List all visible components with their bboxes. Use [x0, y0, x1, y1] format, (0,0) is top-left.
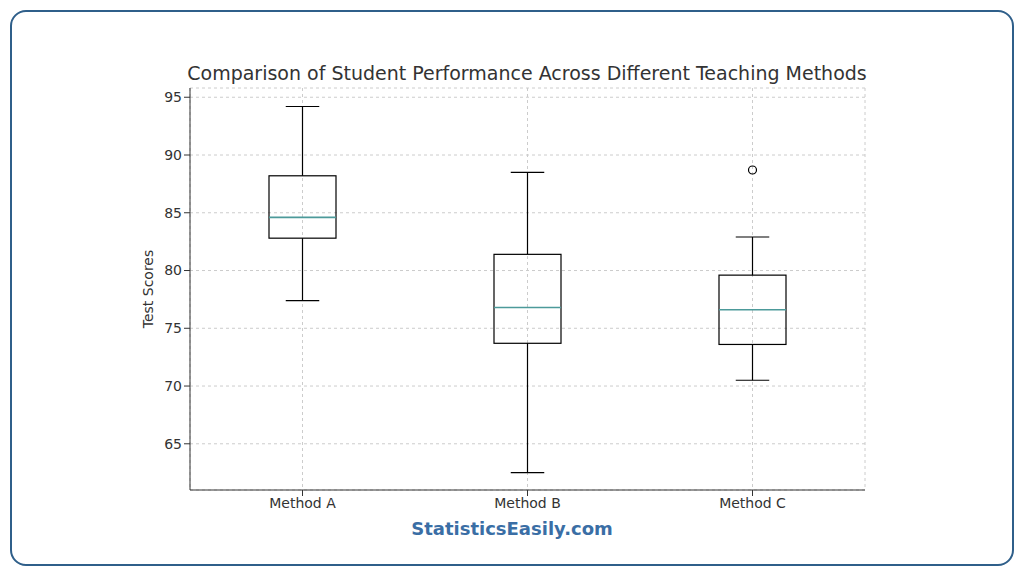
svg-text:Test Scores: Test Scores [140, 250, 156, 330]
svg-text:70: 70 [164, 378, 182, 394]
svg-text:95: 95 [164, 89, 182, 105]
svg-text:75: 75 [164, 320, 182, 336]
svg-text:65: 65 [164, 436, 182, 452]
html-text:StatisticsEasily.com: StatisticsEasily.com [411, 518, 613, 539]
svg-text:Method A: Method A [269, 495, 336, 511]
svg-text:85: 85 [164, 205, 182, 221]
svg-text:80: 80 [164, 262, 182, 278]
html-text:Comparison of Student Performa: Comparison of Student Performance Across… [187, 62, 867, 84]
svg-text:90: 90 [164, 147, 182, 163]
svg-text:Method C: Method C [719, 495, 786, 511]
svg-text:Method B: Method B [494, 495, 561, 511]
